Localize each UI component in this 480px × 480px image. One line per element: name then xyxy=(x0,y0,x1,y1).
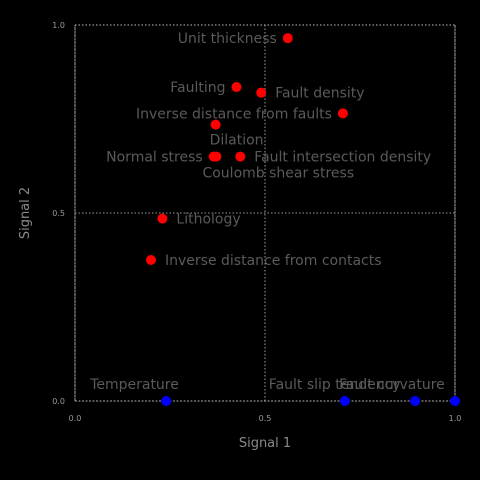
scatter-point xyxy=(146,255,156,265)
y-tick-label: 1.0 xyxy=(52,21,65,30)
scatter-point xyxy=(157,214,167,224)
y-tick-label: 0.5 xyxy=(52,209,65,218)
point-label: Coulomb shear stress xyxy=(202,166,354,182)
point-label: Lithology xyxy=(176,212,240,228)
y-tick-label: 0.0 xyxy=(52,397,65,406)
x-tick-label: 0.5 xyxy=(259,414,272,423)
scatter-point xyxy=(211,152,221,162)
scatter-point xyxy=(340,396,350,406)
x-axis-title: Signal 1 xyxy=(239,436,291,451)
point-label: Dilation xyxy=(210,133,264,149)
scatter-point xyxy=(283,33,293,43)
point-label: Inverse distance from contacts xyxy=(165,253,382,269)
point-label: Temperature xyxy=(89,377,179,393)
x-tick-label: 0.0 xyxy=(69,414,82,423)
point-label: Unit thickness xyxy=(178,31,277,47)
point-label: Inverse distance from faults xyxy=(136,106,332,122)
point-label: Fault density xyxy=(275,86,364,102)
x-tick-label: 1.0 xyxy=(449,414,462,423)
scatter-point xyxy=(410,396,420,406)
point-label: Normal stress xyxy=(106,150,203,166)
scatter-point xyxy=(256,88,266,98)
point-label: Faulting xyxy=(170,80,225,96)
point-label: Fault curvature xyxy=(339,377,445,393)
y-axis-title: Signal 2 xyxy=(18,187,33,239)
scatter-point xyxy=(338,108,348,118)
scatter-point xyxy=(235,152,245,162)
scatter-point xyxy=(232,82,242,92)
scatter-point xyxy=(161,396,171,406)
scatter-point xyxy=(450,396,460,406)
point-label: Fault intersection density xyxy=(254,150,431,166)
